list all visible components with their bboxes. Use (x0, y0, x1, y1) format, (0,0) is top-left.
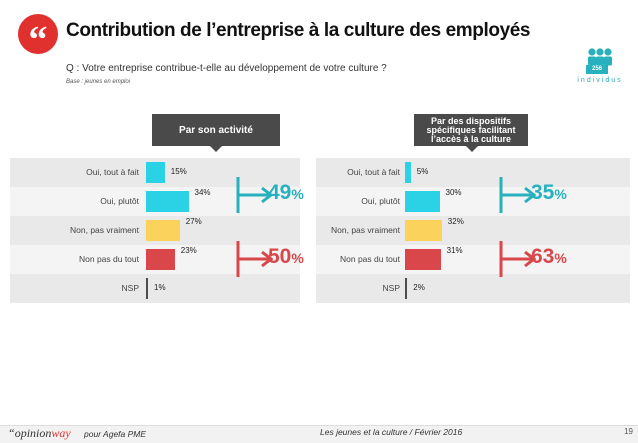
summary-value: 50 (268, 245, 292, 268)
bar (405, 191, 440, 212)
category-label: Oui, plutôt (100, 196, 139, 206)
individuals-badge: 256 individus (570, 46, 630, 90)
chart-right: Oui, tout à fait 5% Oui, plutôt 30% Non, pas… (316, 158, 630, 303)
summary-value: 63 (531, 245, 555, 268)
page-number: 19 (624, 427, 633, 436)
summary-value: 35 (531, 181, 555, 204)
bar-value-label: 23% (180, 246, 197, 255)
bar-value-label: 1% (154, 283, 166, 292)
chart-row: Non pas du tout 31% (316, 245, 630, 274)
chart-left-title: Par son activité (152, 114, 280, 146)
quote-logo-icon: “ (18, 14, 58, 61)
category-label: Non, pas vraiment (331, 225, 400, 235)
bracket-arrow-icon (499, 241, 537, 277)
bar-value-label: 31% (446, 246, 463, 255)
summary-unit: % (291, 250, 304, 266)
bar-value-label: 15% (170, 167, 187, 176)
category-label: Oui, plutôt (361, 196, 400, 206)
bar-value-label: 5% (416, 167, 429, 176)
chart-left-title-text: Par son activité (179, 124, 253, 136)
bar-value-label: 2% (413, 283, 425, 292)
chart-right-title-tail (466, 146, 478, 152)
page-title: Contribution de l’entreprise à la cultur… (66, 20, 531, 41)
chart-right-title: Par des dispositifs spécifiques facilita… (414, 114, 528, 146)
summary-percentage: 63% (531, 245, 567, 269)
category-label: NSP (382, 283, 400, 293)
bar (405, 249, 441, 270)
bar-value-label: 27% (185, 217, 202, 226)
chart-right-title-text: Par des dispositifs spécifiques facilita… (426, 115, 516, 144)
category-label: Non pas du tout (78, 254, 139, 264)
summary-percentage: 35% (531, 181, 567, 205)
chart-row: Oui, plutôt 30% (316, 187, 630, 216)
chart-row: NSP 1% (10, 274, 300, 303)
chart-row: Oui, tout à fait 5% (316, 158, 630, 187)
summary-percentage: 50% (268, 245, 304, 269)
bar-value-label: 32% (447, 217, 464, 226)
bar-value-label: 34% (194, 188, 211, 197)
chart-left-title-tail (210, 146, 222, 152)
chart-row: NSP 2% (316, 274, 630, 303)
category-label: Non pas du tout (339, 254, 400, 264)
bar (146, 220, 180, 241)
individuals-count: 256 (586, 65, 608, 74)
bar (146, 162, 165, 183)
bar (405, 220, 442, 241)
bracket-arrow-icon (236, 177, 274, 213)
bracket-arrow-icon (499, 177, 537, 213)
category-label: Oui, tout à fait (86, 167, 139, 177)
chart-left: Oui, tout à fait 15% Oui, plutôt 34% Non, pa… (10, 158, 304, 303)
chart-row: Non, pas vraiment 32% (316, 216, 630, 245)
chart-row: Non, pas vraiment 27% (10, 216, 300, 245)
bar-value-label: 30% (445, 188, 462, 197)
brand-accent: way (51, 426, 71, 440)
survey-base: Base : jeunes en emploi (66, 79, 131, 85)
category-label: NSP (121, 283, 139, 293)
summary-percentage: 49% (268, 181, 304, 205)
chart-row: Oui, plutôt 34% (10, 187, 300, 216)
footer-client: pour Agefa PME (84, 429, 147, 439)
brand-quote: “ (8, 426, 15, 440)
individuals-label: individus (577, 77, 623, 84)
footer-bar (0, 425, 638, 443)
brand-logo: “opinionway (8, 426, 71, 441)
summary-unit: % (554, 186, 567, 202)
people-icon (588, 48, 612, 66)
bracket-arrow-icon (236, 241, 274, 277)
bar (405, 278, 408, 299)
survey-question: Q : Votre entreprise contribue-t-elle au… (66, 63, 387, 74)
bar (146, 191, 189, 212)
bar (146, 278, 148, 299)
bar (405, 162, 411, 183)
category-label: Non, pas vraiment (70, 225, 139, 235)
category-label: Oui, tout à fait (347, 167, 400, 177)
chart-row: Oui, tout à fait 15% (10, 158, 300, 187)
summary-unit: % (291, 186, 304, 202)
summary-unit: % (554, 250, 567, 266)
summary-value: 49 (268, 181, 292, 204)
bar (146, 249, 175, 270)
brand-main: opinion (14, 426, 52, 440)
footer-center-text: Les jeunes et la culture / Février 2016 (320, 427, 463, 437)
